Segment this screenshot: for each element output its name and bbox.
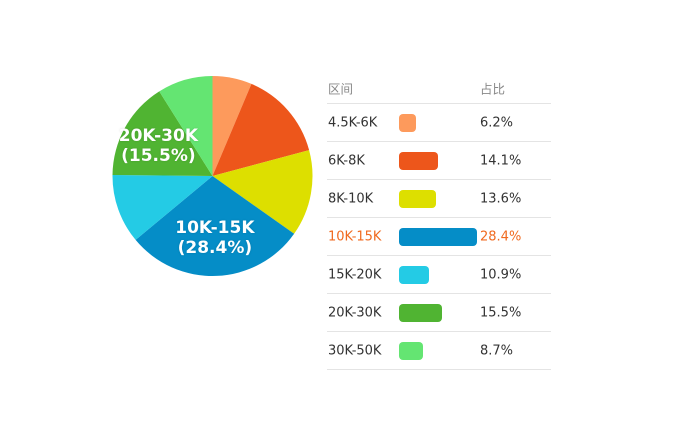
legend-range-label: 4.5K-6K <box>328 115 378 130</box>
legend-range-label: 20K-30K <box>328 305 382 320</box>
pie-slice-10k-15k[interactable] <box>135 176 295 276</box>
pie-slice-15k-20k[interactable] <box>112 175 213 240</box>
pie-slice-4.5k-6k[interactable] <box>212 76 252 176</box>
pie-slice-8k-10k[interactable] <box>212 150 313 234</box>
legend-share-value: 10.9% <box>480 267 522 282</box>
legend-rows: 4.5K-6K 6.2% 6K-8K 14.1% 8K-10K 13.6% 10K-15K 2… <box>327 104 551 370</box>
legend-bar <box>399 113 417 132</box>
legend-range-label: 10K-15K <box>328 229 382 244</box>
legend-header-share: 占比 <box>480 81 506 97</box>
legend-row-6k-8k[interactable]: 6K-8K 14.1% <box>327 142 551 180</box>
legend-range-label: 30K-50K <box>328 343 382 358</box>
legend-bar <box>399 227 477 246</box>
legend-bar <box>399 189 437 208</box>
legend-bar <box>399 303 442 322</box>
legend-bar <box>399 265 429 284</box>
legend-share-value: 8.7% <box>480 343 514 358</box>
legend-range-label: 8K-10K <box>328 191 374 206</box>
legend-share-value: 13.6% <box>480 191 522 206</box>
pie-chart-svg <box>112 76 313 276</box>
legend-share-value: 28.4% <box>480 229 522 244</box>
legend-bar <box>399 341 423 360</box>
legend-share-value: 15.5% <box>480 305 522 320</box>
legend-header: 区间 占比 <box>327 74 551 104</box>
legend-header-range: 区间 <box>328 81 354 97</box>
legend-row-4.5k-6k[interactable]: 4.5K-6K 6.2% <box>327 104 551 142</box>
pie-slice-6k-8k[interactable] <box>212 83 310 176</box>
legend-row-30k-50k[interactable]: 30K-50K 8.7% <box>327 332 551 370</box>
legend-table: 区间 占比 4.5K-6K 6.2% 6K-8K 14.1% 8K-10K 13.6% 10… <box>327 74 551 370</box>
pie-slice-label-20k-30k: 20K-30K (15.5%) <box>118 125 198 166</box>
legend-row-15k-20k[interactable]: 15K-20K 10.9% <box>327 256 551 294</box>
legend-range-label: 15K-20K <box>328 267 382 282</box>
legend-row-20k-30k[interactable]: 20K-30K 15.5% <box>327 294 551 332</box>
legend-share-value: 14.1% <box>480 153 522 168</box>
pie-chart: 10K-15K (28.4%) 20K-30K (15.5%) <box>100 68 325 288</box>
pie-slice-30k-50k[interactable] <box>159 76 213 176</box>
legend-row-8k-10k[interactable]: 8K-10K 13.6% <box>327 180 551 218</box>
legend-row-10k-15k[interactable]: 10K-15K 28.4% <box>327 218 551 256</box>
legend-share-value: 6.2% <box>480 115 514 130</box>
pie-slice-20k-30k[interactable] <box>112 91 213 176</box>
pie-slice-label-10k-15k: 10K-15K (28.4%) <box>175 217 255 258</box>
legend-range-label: 6K-8K <box>328 153 365 168</box>
legend-bar <box>399 151 438 170</box>
